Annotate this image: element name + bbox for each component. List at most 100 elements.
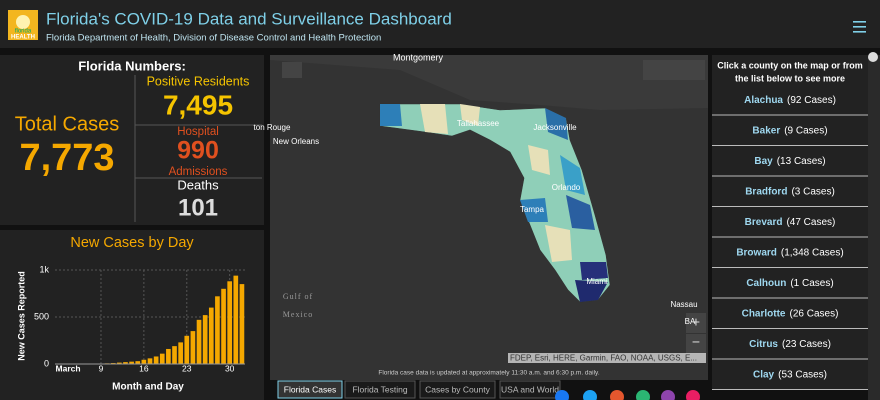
map-label: BA — [685, 317, 696, 326]
attribution-box — [508, 353, 706, 363]
menu-icon[interactable] — [853, 21, 866, 33]
county-entry: Citrus (23 Cases) — [749, 339, 831, 350]
hospital-label: Hospital — [177, 126, 219, 138]
social-icon[interactable] — [610, 390, 624, 400]
county-entry: Broward (1,348 Cases) — [736, 247, 843, 258]
x-axis-label: Month and Day — [112, 382, 184, 393]
county — [528, 145, 550, 175]
tab-label: USA and World — [501, 384, 559, 394]
y-tick-label: 0 — [44, 358, 49, 368]
logo-text: HEALTH — [11, 35, 35, 41]
hospital-label: Admissions — [169, 166, 228, 178]
county-prompt: Click a county on the map or from — [717, 60, 863, 70]
social-icon[interactable] — [686, 390, 700, 400]
bar — [239, 284, 245, 364]
county-name: Broward — [736, 247, 777, 258]
zoom-in[interactable] — [686, 313, 706, 333]
county — [520, 198, 548, 222]
county-item[interactable] — [712, 237, 868, 268]
bar — [135, 361, 141, 364]
bar — [178, 342, 183, 364]
bar — [147, 358, 153, 364]
county-item[interactable] — [712, 329, 868, 359]
map-label: Tallahassee — [457, 119, 500, 128]
tab-bar: Florida Cases Florida Testing Cases by Cou… — [277, 380, 561, 399]
tab-label: Florida Cases — [284, 384, 336, 394]
county-cases: (26 Cases) — [790, 308, 839, 319]
county-item[interactable] — [712, 85, 868, 115]
map-label: New Orleans — [273, 137, 319, 146]
x-tick-label: 30 — [225, 363, 235, 373]
x-tick-label: 16 — [139, 363, 149, 373]
county-entry: Alachua (92 Cases) — [744, 95, 836, 106]
deaths-value: 101 — [178, 194, 218, 221]
close-icon[interactable] — [868, 52, 878, 62]
zoom-in-icon: + — [692, 314, 700, 330]
county — [380, 104, 402, 126]
county-item[interactable] — [712, 146, 868, 176]
county-item[interactable] — [712, 207, 868, 237]
bar — [190, 331, 196, 364]
county-cases: (9 Cases) — [784, 125, 827, 136]
bar — [196, 319, 202, 364]
x-tick-label: March — [56, 363, 81, 373]
bar — [172, 346, 177, 364]
bar — [208, 307, 214, 364]
map-label: Jacksonville — [533, 123, 577, 132]
county-entry: Bay (13 Cases) — [754, 156, 825, 167]
bar — [184, 335, 190, 364]
tab[interactable] — [344, 380, 416, 399]
social-icon[interactable] — [661, 390, 675, 400]
tab[interactable] — [277, 380, 343, 399]
map-label: Gulf of — [283, 292, 313, 301]
tab[interactable] — [499, 380, 561, 399]
chart: 0 500 1k March 9 16 23 30 — [34, 264, 245, 373]
bar — [117, 362, 122, 364]
county-item[interactable] — [712, 115, 868, 146]
map-label: Orlando — [552, 183, 581, 192]
zoom-out[interactable] — [686, 334, 706, 354]
county — [575, 280, 608, 302]
bar — [202, 315, 208, 364]
county-item[interactable] — [712, 298, 868, 329]
bar — [123, 362, 128, 364]
social-icon[interactable] — [636, 390, 650, 400]
county-prompt: the list below to see more — [735, 73, 845, 83]
social-icon[interactable] — [583, 390, 597, 400]
hospital-value: 990 — [177, 137, 219, 165]
total-value: 7,773 — [19, 137, 114, 179]
county-cases: (1 Cases) — [790, 278, 833, 289]
county-item[interactable] — [712, 268, 868, 298]
county-cases: (47 Cases) — [786, 217, 835, 228]
county-item[interactable] — [712, 359, 868, 390]
county — [560, 155, 585, 195]
county-list: Click a county on the map or from the lis… — [712, 60, 868, 390]
bar — [221, 288, 226, 364]
county-name: Brevard — [745, 217, 783, 228]
county — [545, 225, 572, 262]
menu-bar — [853, 21, 866, 23]
header — [0, 0, 880, 48]
county-name: Bradford — [745, 186, 787, 197]
county-cases: (53 Cases) — [778, 369, 827, 380]
county-cases: (13 Cases) — [777, 156, 826, 167]
map-control[interactable] — [282, 62, 302, 78]
logo-text: florida — [15, 29, 32, 35]
total-label: Total Cases — [15, 113, 120, 135]
positive-value: 7,495 — [163, 89, 233, 120]
zoom-out-icon: − — [692, 334, 700, 350]
scrollbar[interactable] — [868, 55, 880, 400]
tab[interactable] — [419, 380, 496, 399]
county — [420, 104, 448, 134]
header-title: Florida's COVID-19 Data and Surveillance… — [46, 9, 452, 28]
map-toolbar[interactable] — [643, 60, 705, 80]
county-cases: (92 Cases) — [787, 95, 836, 106]
county-entry: Calhoun (1 Cases) — [746, 278, 833, 289]
county-name: Clay — [753, 369, 775, 380]
y-axis-label: New Cases Reported — [16, 271, 26, 361]
map-labels: Montgomery Tallahassee Jacksonville ton Rou… — [254, 52, 698, 326]
map-label: ton Rouge — [254, 123, 291, 132]
county-item[interactable] — [712, 176, 868, 207]
county-name: Alachua — [744, 95, 783, 106]
social-icon[interactable] — [555, 390, 569, 400]
